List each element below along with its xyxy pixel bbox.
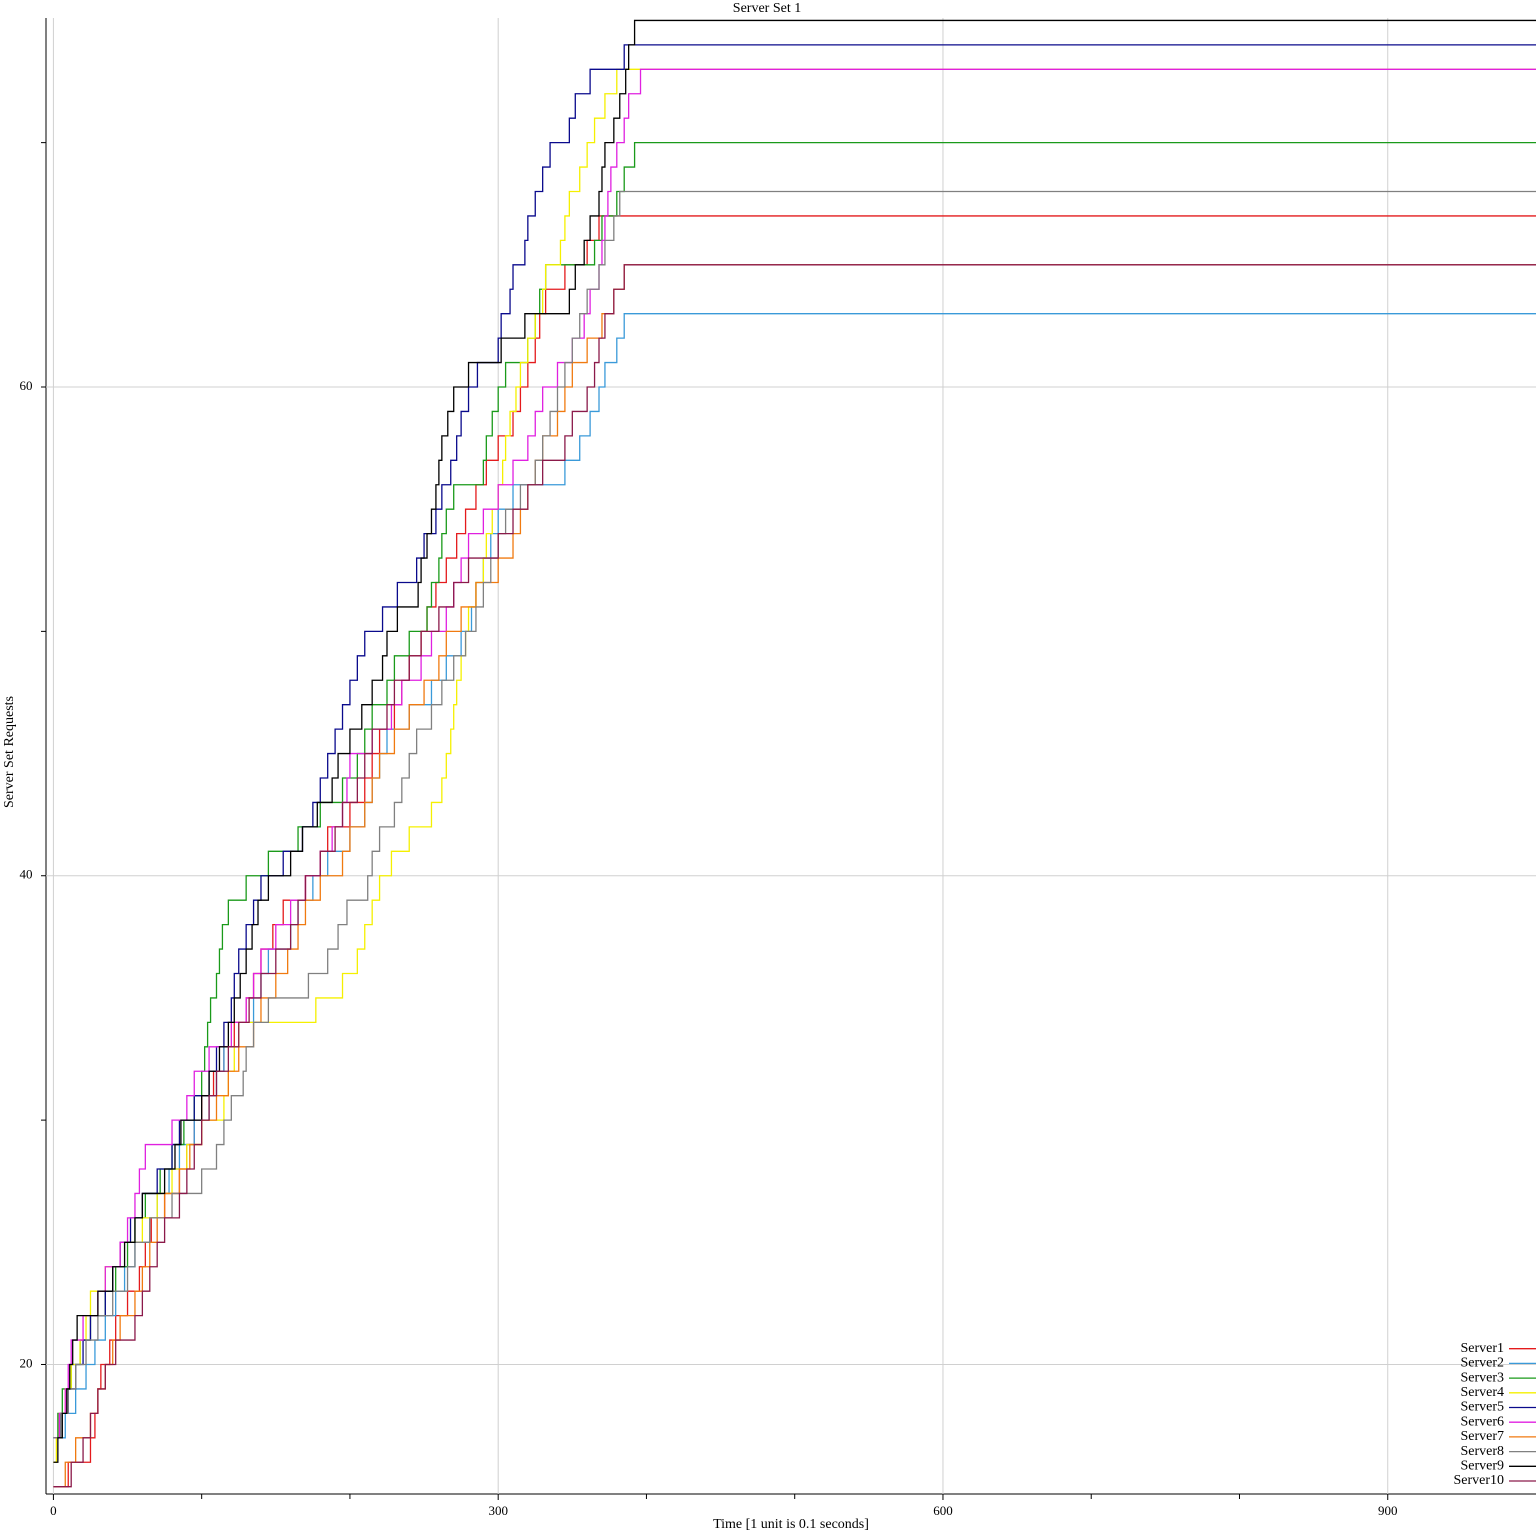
series-line bbox=[53, 190, 1536, 1439]
x-tick-label: 0 bbox=[50, 1503, 57, 1518]
y-tick-label: 40 bbox=[20, 867, 33, 882]
legend-label: Server8 bbox=[1460, 1444, 1504, 1459]
chart-title: Server Set 1 bbox=[733, 1, 801, 16]
legend-label: Server1 bbox=[1460, 1341, 1504, 1356]
legend-label: Server7 bbox=[1460, 1429, 1504, 1444]
x-axis-label: Time [1 unit is 0.1 seconds] bbox=[713, 1517, 869, 1532]
legend-label: Server6 bbox=[1460, 1414, 1504, 1429]
y-tick-label: 20 bbox=[20, 1355, 33, 1370]
x-tick-label: 300 bbox=[488, 1503, 508, 1518]
series-line bbox=[53, 44, 1536, 1439]
legend-label: Server10 bbox=[1453, 1473, 1504, 1488]
legend-label: Server3 bbox=[1460, 1370, 1504, 1385]
legend-label: Server4 bbox=[1460, 1385, 1504, 1400]
x-tick-label: 600 bbox=[933, 1503, 953, 1518]
y-axis-label: Server Set Requests bbox=[2, 696, 17, 808]
series-line bbox=[53, 264, 1536, 1488]
series-line bbox=[53, 68, 1536, 1463]
legend-label: Server5 bbox=[1460, 1400, 1504, 1415]
series-line bbox=[53, 68, 1536, 1439]
y-tick-label: 60 bbox=[20, 378, 33, 393]
series-line bbox=[53, 19, 1536, 1463]
series-line bbox=[53, 141, 1536, 1439]
legend-label: Server9 bbox=[1460, 1459, 1504, 1474]
legend-label: Server2 bbox=[1460, 1356, 1504, 1371]
x-tick-label: 900 bbox=[1378, 1503, 1398, 1518]
